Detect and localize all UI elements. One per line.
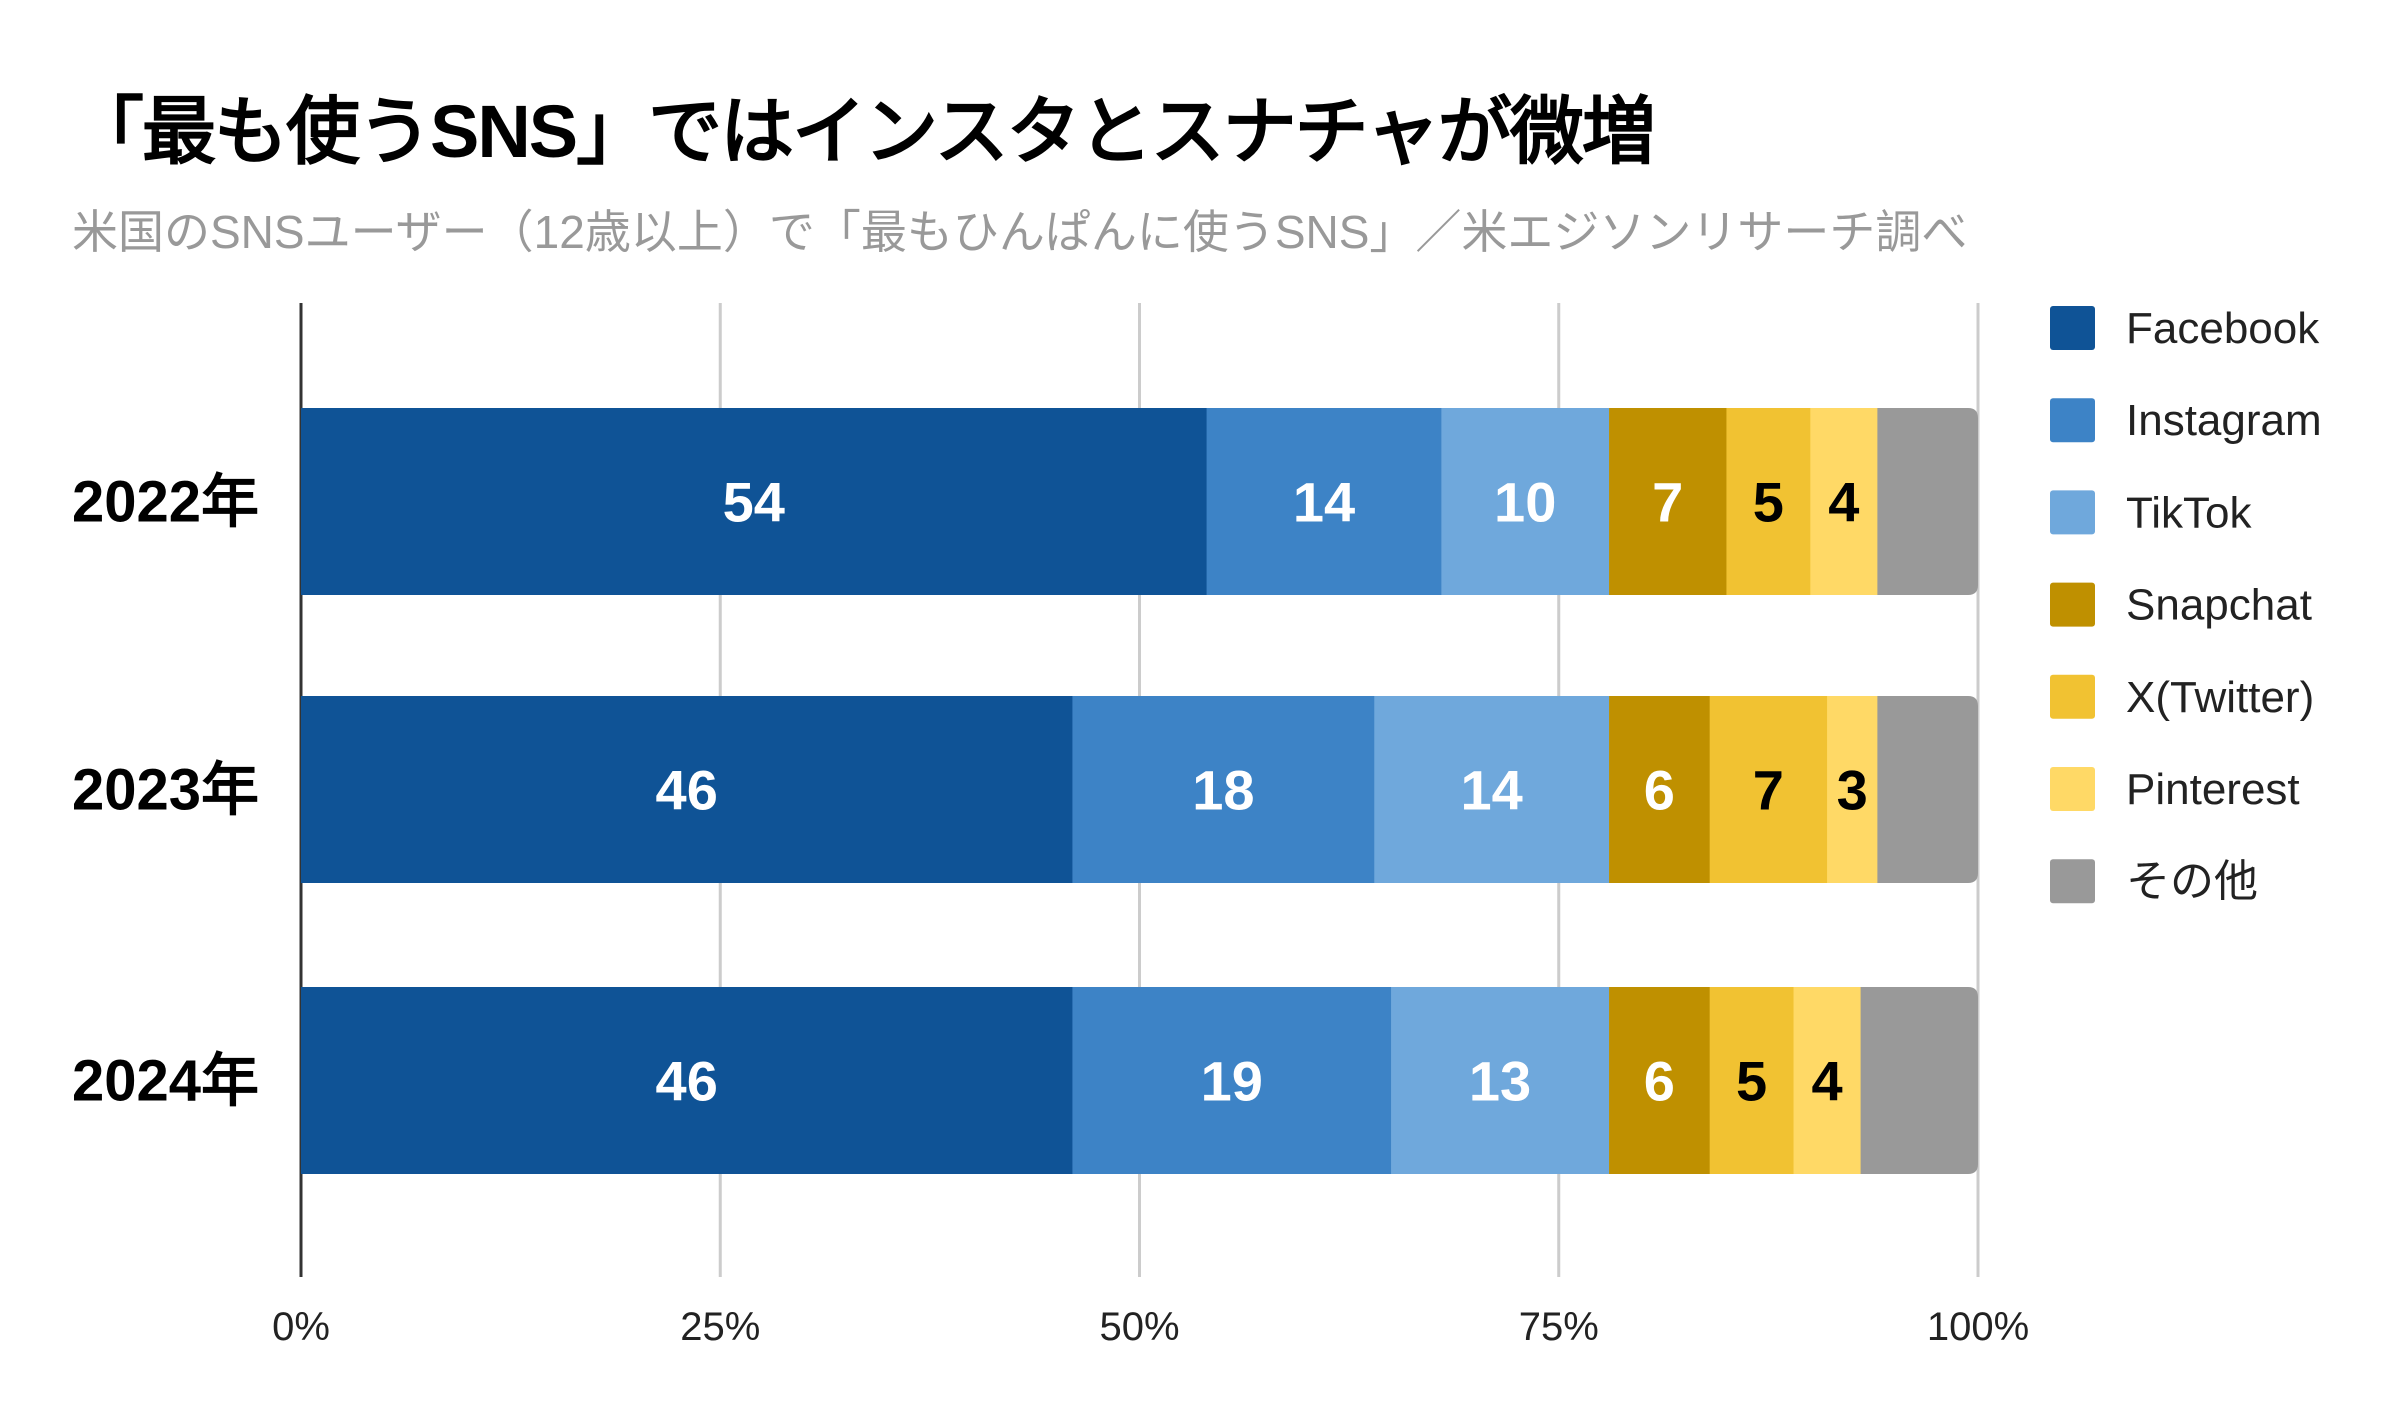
bar-segment-instagram xyxy=(1072,696,1375,883)
legend-swatch xyxy=(2050,767,2095,811)
data-label: 4 xyxy=(1828,471,1859,534)
legend-label: X(Twitter) xyxy=(2126,673,2314,722)
bar-segment-instagram xyxy=(1206,408,1442,595)
bar-segment-pinterest xyxy=(1827,696,1878,883)
data-label: 6 xyxy=(1644,1050,1675,1113)
bar-segment-x-twitter- xyxy=(1709,696,1828,883)
bar-segment-x-twitter- xyxy=(1709,987,1795,1174)
data-label: 5 xyxy=(1753,471,1784,534)
x-tick-label: 75% xyxy=(1519,1305,1599,1349)
data-label: 14 xyxy=(1293,471,1355,534)
bar-segment-pinterest xyxy=(1793,987,1862,1174)
bar-segment-tiktok xyxy=(1391,987,1610,1174)
legend-label: その他 xyxy=(2126,857,2258,906)
bar-segment-tiktok xyxy=(1441,408,1610,595)
data-label: 13 xyxy=(1469,1050,1531,1113)
legend-swatch xyxy=(2050,306,2095,350)
bar-segment-facebook xyxy=(301,696,1073,883)
legend-swatch xyxy=(2050,398,2095,443)
x-tick-label: 0% xyxy=(272,1305,330,1349)
legend-swatch xyxy=(2050,490,2095,535)
data-label: 5 xyxy=(1736,1050,1767,1113)
legend-label: Snapchat xyxy=(2126,581,2312,630)
category-label: 2022年 xyxy=(72,470,259,535)
data-label: 14 xyxy=(1461,759,1523,822)
chart-subtitle: 米国のSNSユーザー（12歳以上）で「最もひんぱんに使うSNS」／米エジソンリサ… xyxy=(72,206,1968,258)
chart-title: 「最も使うSNS」ではインスタとスナチャが微増 xyxy=(70,90,1656,173)
bar-segment-snapchat xyxy=(1609,408,1727,595)
legend-label: Pinterest xyxy=(2126,765,2300,814)
bar-segment-snapchat xyxy=(1609,696,1711,883)
data-label: 46 xyxy=(656,1050,718,1113)
bar-segment-facebook xyxy=(301,408,1208,595)
bar-segment-pinterest xyxy=(1810,408,1878,595)
legend-label: Instagram xyxy=(2126,396,2322,445)
category-label: 2024年 xyxy=(72,1049,259,1114)
legend-label: TikTok xyxy=(2126,488,2252,537)
legend-label: Facebook xyxy=(2126,304,2320,353)
legend-swatch xyxy=(2050,582,2095,627)
bar-segment-facebook xyxy=(301,987,1073,1174)
data-label: 46 xyxy=(656,759,718,822)
data-label: 3 xyxy=(1837,759,1868,822)
bar-segment-tiktok xyxy=(1374,696,1610,883)
x-tick-label: 25% xyxy=(680,1305,760,1349)
data-label: 6 xyxy=(1644,759,1675,822)
bar-segment-snapchat xyxy=(1609,987,1711,1174)
bar-segment-instagram xyxy=(1072,987,1392,1174)
x-tick-label: 50% xyxy=(1099,1305,1179,1349)
bar-segment-- xyxy=(1877,408,1978,595)
data-label: 10 xyxy=(1494,471,1556,534)
data-label: 19 xyxy=(1201,1050,1263,1113)
x-tick-label: 100% xyxy=(1927,1305,2029,1349)
data-label: 7 xyxy=(1652,471,1683,534)
bar-segment-- xyxy=(1860,987,1978,1174)
bar-segment-- xyxy=(1877,696,1978,883)
data-label: 54 xyxy=(723,471,785,534)
legend-swatch xyxy=(2050,859,2095,904)
category-label: 2023年 xyxy=(72,758,259,823)
data-label: 18 xyxy=(1192,759,1254,822)
legend-swatch xyxy=(2050,674,2095,719)
data-label: 7 xyxy=(1753,759,1784,822)
bar-segment-x-twitter- xyxy=(1726,408,1811,595)
data-label: 4 xyxy=(1811,1050,1842,1113)
